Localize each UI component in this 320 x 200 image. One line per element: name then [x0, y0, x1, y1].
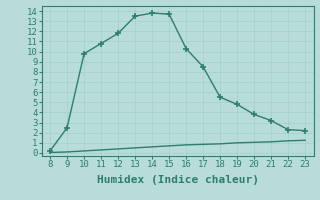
X-axis label: Humidex (Indice chaleur): Humidex (Indice chaleur)	[97, 175, 259, 185]
